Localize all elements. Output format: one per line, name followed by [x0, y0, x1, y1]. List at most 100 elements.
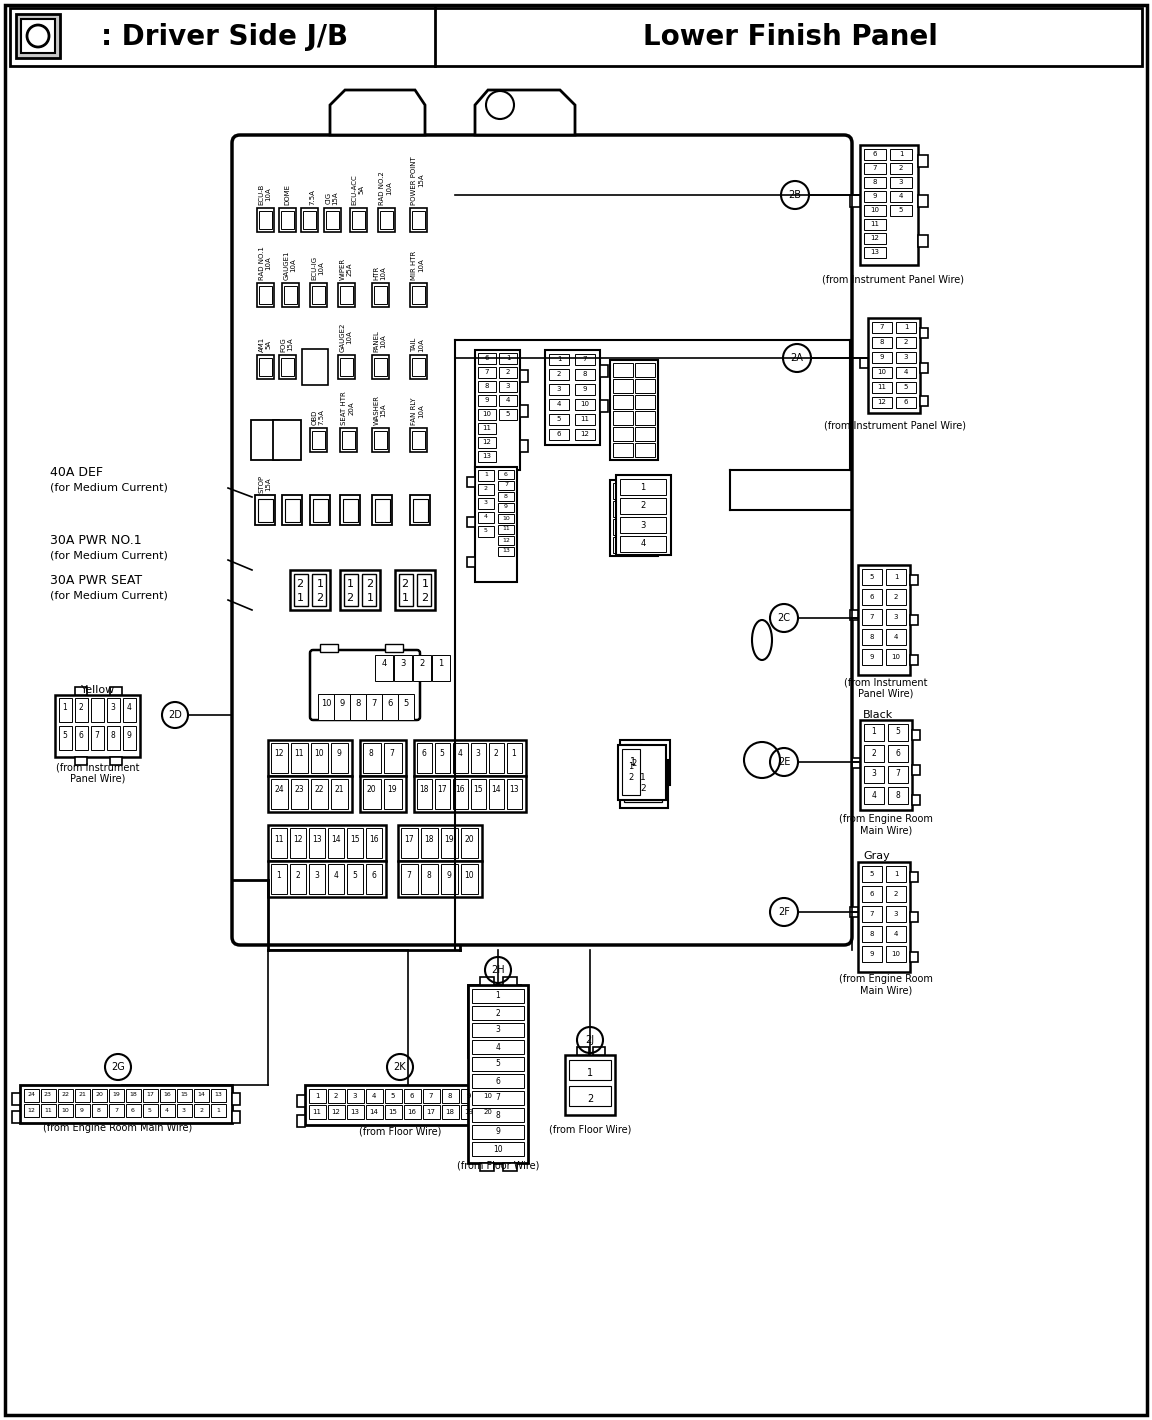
- Bar: [896, 366, 916, 378]
- Bar: [864, 247, 886, 258]
- Text: 4: 4: [872, 791, 877, 799]
- Bar: [864, 192, 886, 202]
- Text: 5: 5: [391, 1093, 395, 1099]
- Bar: [888, 724, 908, 741]
- Bar: [635, 443, 655, 457]
- Text: 23: 23: [44, 1092, 52, 1098]
- Bar: [872, 322, 892, 334]
- Bar: [442, 1089, 458, 1103]
- Bar: [499, 354, 517, 364]
- Text: 2E: 2E: [778, 757, 790, 767]
- Bar: [890, 163, 912, 175]
- Bar: [613, 364, 632, 376]
- Bar: [331, 743, 348, 772]
- Bar: [290, 863, 306, 895]
- Text: 9: 9: [127, 730, 131, 740]
- Bar: [257, 355, 273, 379]
- Bar: [258, 212, 272, 229]
- Text: 1: 1: [366, 594, 373, 604]
- Bar: [312, 574, 326, 606]
- Bar: [886, 906, 905, 922]
- Bar: [886, 926, 905, 941]
- Bar: [232, 1093, 240, 1105]
- Bar: [613, 518, 632, 535]
- Text: 6: 6: [387, 700, 393, 709]
- Bar: [340, 427, 356, 452]
- Text: 11: 11: [878, 383, 887, 391]
- Text: ECU-B
10A: ECU-B 10A: [258, 183, 272, 204]
- Bar: [569, 1059, 611, 1081]
- Bar: [374, 498, 389, 521]
- Bar: [472, 1142, 524, 1156]
- Text: 7: 7: [94, 730, 99, 740]
- Bar: [107, 699, 120, 721]
- Bar: [461, 863, 478, 895]
- Text: 3: 3: [894, 613, 899, 621]
- Bar: [545, 349, 600, 444]
- Bar: [347, 1089, 364, 1103]
- Bar: [635, 410, 655, 425]
- Text: 2: 2: [78, 703, 83, 711]
- Bar: [593, 1047, 605, 1055]
- Text: 13: 13: [502, 548, 510, 554]
- Text: 1: 1: [317, 579, 324, 589]
- Text: 6: 6: [870, 594, 874, 601]
- Text: 7: 7: [371, 700, 377, 709]
- Text: 3: 3: [495, 1025, 500, 1035]
- Bar: [310, 427, 326, 452]
- Text: 2: 2: [484, 487, 488, 491]
- Bar: [302, 349, 328, 385]
- Bar: [480, 1163, 494, 1172]
- Bar: [862, 926, 882, 941]
- Text: 18: 18: [446, 1109, 455, 1115]
- Bar: [305, 1085, 503, 1125]
- Bar: [918, 234, 929, 247]
- Bar: [91, 699, 104, 721]
- Text: 3: 3: [182, 1108, 185, 1112]
- Bar: [872, 398, 892, 408]
- Bar: [503, 977, 517, 985]
- Bar: [912, 765, 920, 775]
- Bar: [271, 828, 287, 858]
- FancyBboxPatch shape: [310, 650, 420, 720]
- Bar: [920, 396, 929, 406]
- Bar: [109, 687, 122, 694]
- Bar: [480, 1105, 497, 1119]
- Text: 2G: 2G: [111, 1062, 124, 1072]
- Bar: [123, 726, 136, 750]
- Text: 3: 3: [904, 354, 908, 361]
- Text: 21: 21: [334, 785, 343, 795]
- Text: (for Medium Current): (for Medium Current): [50, 589, 168, 601]
- Bar: [404, 1089, 420, 1103]
- Bar: [311, 780, 328, 809]
- Text: 1: 1: [402, 594, 409, 604]
- Text: 11: 11: [274, 835, 283, 843]
- Bar: [569, 1086, 611, 1106]
- Text: 8: 8: [583, 371, 588, 376]
- Text: 9: 9: [870, 951, 874, 957]
- Text: (from Floor Wire): (from Floor Wire): [358, 1127, 441, 1137]
- Bar: [886, 609, 905, 625]
- Bar: [613, 483, 632, 498]
- Text: 20: 20: [366, 785, 376, 795]
- Bar: [872, 337, 892, 348]
- Bar: [478, 366, 497, 378]
- Text: 19: 19: [112, 1092, 120, 1098]
- Bar: [478, 470, 494, 481]
- Bar: [467, 557, 475, 567]
- Bar: [471, 780, 486, 809]
- Text: 6: 6: [895, 748, 901, 757]
- Bar: [862, 946, 882, 961]
- Bar: [350, 694, 366, 720]
- Bar: [366, 1089, 382, 1103]
- Bar: [397, 861, 482, 897]
- Bar: [75, 699, 88, 721]
- Text: 7.5A: 7.5A: [303, 189, 316, 204]
- Bar: [257, 283, 273, 307]
- Text: 5: 5: [870, 574, 874, 579]
- Bar: [92, 1089, 107, 1102]
- Bar: [626, 746, 643, 782]
- Text: ECU-IG
10A: ECU-IG 10A: [311, 256, 325, 280]
- Bar: [499, 409, 517, 420]
- Bar: [435, 780, 450, 809]
